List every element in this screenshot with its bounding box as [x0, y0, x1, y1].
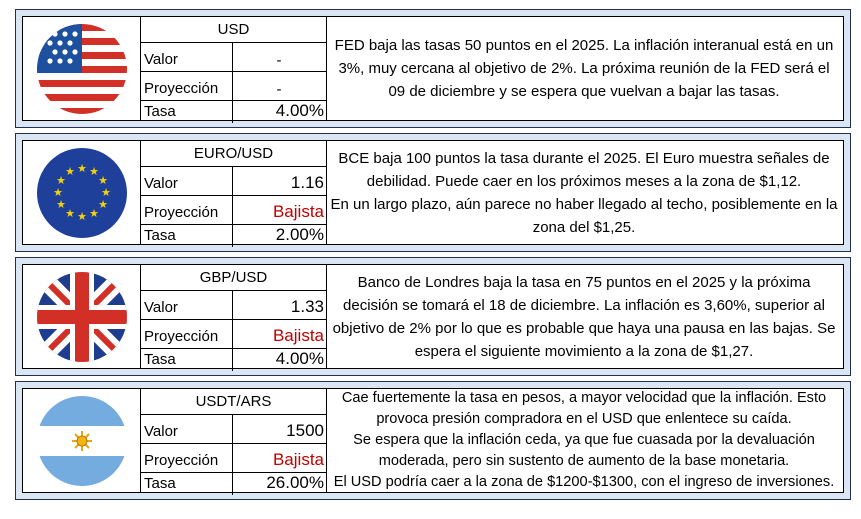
card-description: BCE baja 100 puntos la tasa durante el 2… — [329, 143, 839, 242]
row-label: Proyección — [141, 444, 233, 472]
row-proyeccion: Proyección Bajista — [141, 196, 326, 225]
row-label: Proyección — [141, 72, 233, 100]
row-value: 1.33 — [290, 297, 324, 316]
svg-text:★: ★ — [98, 174, 108, 187]
svg-text:★: ★ — [65, 165, 75, 178]
card-inner: GBP/USD Valor 1.33 Proyección Bajista Ta… — [22, 264, 844, 371]
description-line: BCE baja 100 puntos la tasa durante el 2… — [338, 149, 830, 190]
svg-text:★: ★ — [77, 162, 87, 175]
card-eurusd: ★ ★ ★ ★ ★ ★ ★ ★ ★ ★ ★ ★ EURO/USD Valor — [15, 133, 851, 252]
card-usd: USD Valor - Proyección - Tasa 4.00% FED … — [15, 9, 851, 128]
svg-text:★: ★ — [98, 198, 108, 211]
row-value: Bajista — [272, 326, 324, 345]
argentina-flag-icon — [37, 396, 127, 486]
card-description: Banco de Londres baja la tasa en 75 punt… — [329, 267, 839, 366]
row-valor: Valor 1500 — [141, 415, 326, 444]
card-inner: USD Valor - Proyección - Tasa 4.00% FED … — [22, 16, 844, 123]
row-label: Proyección — [141, 196, 233, 224]
rate-table: EURO/USD Valor 1.16 Proyección Bajista T… — [140, 141, 327, 247]
description-line: El USD podría caer a la zona de $1200-$1… — [333, 474, 835, 490]
svg-text:★: ★ — [89, 165, 99, 178]
svg-text:★: ★ — [101, 186, 111, 199]
row-tasa: Tasa 2.00% — [141, 225, 326, 247]
usa-flag-icon — [37, 24, 127, 114]
eu-flag-icon: ★ ★ ★ ★ ★ ★ ★ ★ ★ ★ ★ ★ — [37, 148, 127, 238]
description-line: FED baja las tasas 50 puntos en el 2025.… — [334, 37, 834, 100]
svg-text:★: ★ — [53, 186, 63, 199]
description-line: En un largo plazo, aún parece no haber l… — [330, 195, 838, 236]
pair-label: EURO/USD — [141, 141, 326, 167]
svg-text:★: ★ — [56, 174, 66, 187]
row-value: 1500 — [286, 421, 324, 440]
uk-flag-icon — [37, 272, 127, 362]
card-description: FED baja las tasas 50 puntos en el 2025.… — [329, 19, 839, 118]
row-label: Valor — [141, 43, 233, 71]
row-valor: Valor - — [141, 43, 326, 72]
row-label: Valor — [141, 291, 233, 319]
description-line: Se espera que la inflación ceda, ya que … — [353, 432, 815, 469]
row-label: Proyección — [141, 320, 233, 348]
pair-label: USDT/ARS — [141, 389, 326, 415]
row-label: Valor — [141, 167, 233, 195]
row-value: 26.00% — [266, 473, 324, 492]
row-proyeccion: Proyección - — [141, 72, 326, 101]
rate-table: USD Valor - Proyección - Tasa 4.00% — [140, 17, 327, 123]
card-gbpusd: GBP/USD Valor 1.33 Proyección Bajista Ta… — [15, 257, 851, 376]
card-inner: ★ ★ ★ ★ ★ ★ ★ ★ ★ ★ ★ ★ EURO/USD Valor — [22, 140, 844, 247]
row-label: Valor — [141, 415, 233, 443]
svg-text:★: ★ — [56, 198, 66, 211]
row-value: 2.00% — [275, 225, 324, 244]
row-label: Tasa — [141, 473, 233, 495]
description-line: Banco de Londres baja la tasa en 75 punt… — [332, 273, 836, 360]
row-valor: Valor 1.16 — [141, 167, 326, 196]
row-label: Tasa — [141, 225, 233, 247]
rate-table: GBP/USD Valor 1.33 Proyección Bajista Ta… — [140, 265, 327, 371]
row-value: 1.16 — [290, 173, 324, 192]
svg-text:★: ★ — [65, 207, 75, 220]
row-value: 4.00% — [275, 101, 324, 120]
row-label: Tasa — [141, 101, 233, 123]
row-tasa: Tasa 4.00% — [141, 349, 326, 371]
svg-text:★: ★ — [77, 210, 87, 223]
row-value: 4.00% — [275, 349, 324, 368]
row-proyeccion: Proyección Bajista — [141, 444, 326, 473]
pair-label: USD — [141, 17, 326, 43]
card-inner: USDT/ARS Valor 1500 Proyección Bajista T… — [22, 388, 844, 495]
row-valor: Valor 1.33 — [141, 291, 326, 320]
card-description: Cae fuertemente la tasa en pesos, a mayo… — [329, 390, 839, 490]
row-tasa: Tasa 26.00% — [141, 473, 326, 495]
pair-label: GBP/USD — [141, 265, 326, 291]
row-value: - — [276, 81, 282, 98]
row-value: - — [276, 52, 282, 69]
description-line: Cae fuertemente la tasa en pesos, a mayo… — [341, 390, 827, 427]
row-value: Bajista — [272, 202, 324, 221]
row-tasa: Tasa 4.00% — [141, 101, 326, 123]
row-value: Bajista — [272, 450, 324, 469]
rate-table: USDT/ARS Valor 1500 Proyección Bajista T… — [140, 389, 327, 495]
row-proyeccion: Proyección Bajista — [141, 320, 326, 349]
row-label: Tasa — [141, 349, 233, 371]
card-usdtars: USDT/ARS Valor 1500 Proyección Bajista T… — [15, 381, 851, 500]
svg-text:★: ★ — [89, 207, 99, 220]
